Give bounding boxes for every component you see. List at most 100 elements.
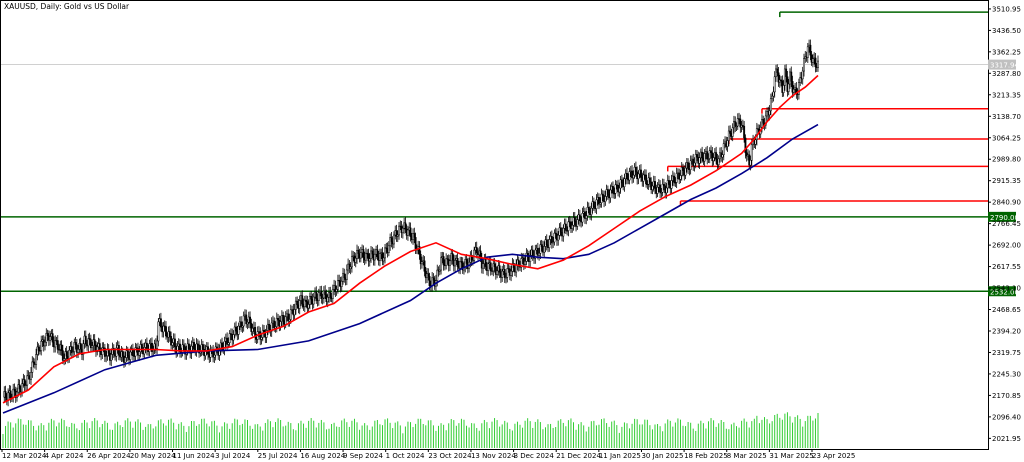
candle-body bbox=[317, 292, 320, 301]
candle-body bbox=[368, 258, 371, 262]
candle-body bbox=[91, 345, 94, 349]
candle-body bbox=[72, 351, 74, 354]
candle-body bbox=[505, 277, 507, 279]
candle-body bbox=[134, 347, 137, 357]
candle-body bbox=[618, 187, 621, 193]
candle-body bbox=[395, 230, 398, 237]
candle-body bbox=[436, 269, 439, 281]
candle-body bbox=[640, 169, 642, 178]
candle-body bbox=[268, 323, 271, 330]
candle-body bbox=[445, 258, 448, 266]
candle-body bbox=[88, 338, 91, 340]
candle-body bbox=[791, 81, 794, 93]
candle-body bbox=[698, 157, 701, 164]
candle-body bbox=[734, 121, 737, 127]
candle-body bbox=[712, 157, 715, 162]
candle-body bbox=[201, 344, 204, 350]
x-tick-label: 25 Jul 2024 bbox=[258, 452, 298, 460]
candle-body bbox=[232, 334, 235, 341]
y-tick-label: 2989.80 bbox=[992, 156, 1021, 164]
level-tag bbox=[988, 286, 1016, 297]
candle-body bbox=[482, 263, 485, 269]
candle-body bbox=[75, 344, 78, 353]
candle-body bbox=[799, 77, 802, 83]
candle-body bbox=[722, 143, 725, 155]
candle-body bbox=[187, 343, 190, 349]
candle-body bbox=[534, 249, 537, 259]
candle-body bbox=[545, 239, 548, 246]
candle-body bbox=[550, 236, 553, 244]
candle-body bbox=[370, 250, 372, 259]
candle-body bbox=[552, 241, 555, 244]
y-tick-label: 2096.40 bbox=[992, 413, 1021, 421]
candle-body bbox=[287, 313, 290, 322]
candle-body bbox=[727, 130, 730, 141]
candle-body bbox=[708, 150, 711, 159]
candle-body bbox=[665, 187, 668, 194]
candle-body bbox=[121, 351, 124, 357]
candle-body bbox=[711, 152, 714, 162]
candle-body bbox=[682, 167, 684, 171]
y-tick-label: 2915.35 bbox=[992, 177, 1021, 185]
candle-body bbox=[726, 140, 729, 147]
candle-body bbox=[525, 252, 528, 262]
candle-body bbox=[251, 328, 254, 332]
candle-body bbox=[609, 189, 612, 199]
candle-body bbox=[592, 201, 595, 207]
candle-body bbox=[487, 263, 490, 271]
candle-body bbox=[440, 257, 443, 271]
candle-body bbox=[131, 348, 134, 356]
candle-body bbox=[18, 384, 21, 390]
candle-body bbox=[553, 232, 556, 243]
candle-body bbox=[590, 207, 593, 216]
candle-body bbox=[501, 270, 504, 278]
candle-body bbox=[79, 343, 82, 350]
candle-body bbox=[503, 269, 506, 278]
candle-body bbox=[628, 171, 631, 181]
horizontal-lines: 2790.00 2532.00 3317.94 bbox=[1, 11, 1019, 297]
candle-body bbox=[654, 181, 656, 189]
candle-body bbox=[693, 162, 696, 166]
candle-body bbox=[182, 344, 185, 347]
candle-body bbox=[612, 186, 614, 194]
candle-body bbox=[320, 291, 323, 299]
candle-body bbox=[93, 339, 96, 346]
candle-body bbox=[750, 144, 753, 161]
candle-body bbox=[170, 336, 173, 346]
candle-body bbox=[32, 361, 35, 364]
candle-body bbox=[235, 326, 237, 332]
candle-body bbox=[540, 244, 543, 247]
candle-body bbox=[736, 118, 739, 127]
candle-body bbox=[442, 256, 445, 266]
candle-body bbox=[492, 263, 495, 272]
candle-body bbox=[673, 175, 676, 183]
candle-body bbox=[384, 247, 386, 259]
candle-body bbox=[124, 357, 127, 363]
candle-body bbox=[288, 319, 291, 322]
candle-body bbox=[744, 137, 747, 154]
candle-body bbox=[524, 261, 527, 265]
candle-body bbox=[331, 289, 334, 299]
candle-body bbox=[715, 152, 718, 160]
candle-body bbox=[748, 154, 751, 166]
candle-body bbox=[326, 297, 329, 303]
candle-body bbox=[74, 342, 77, 345]
candle-body bbox=[356, 249, 358, 259]
candle-body bbox=[512, 263, 515, 268]
candle-body bbox=[414, 237, 417, 249]
candle-body bbox=[529, 255, 532, 262]
x-tick-label: 21 Dec 2024 bbox=[556, 452, 601, 460]
candle-body bbox=[731, 127, 734, 137]
candle-body bbox=[783, 68, 786, 86]
candle-body bbox=[343, 273, 346, 279]
candle-body bbox=[407, 229, 409, 236]
candle-body bbox=[764, 115, 767, 126]
candle-body bbox=[506, 268, 509, 278]
candle-body bbox=[811, 58, 814, 63]
candle-body bbox=[226, 337, 229, 345]
candle-body bbox=[427, 273, 430, 277]
candle-body bbox=[44, 341, 46, 347]
candle-body bbox=[785, 68, 788, 77]
candle-body bbox=[82, 343, 85, 355]
